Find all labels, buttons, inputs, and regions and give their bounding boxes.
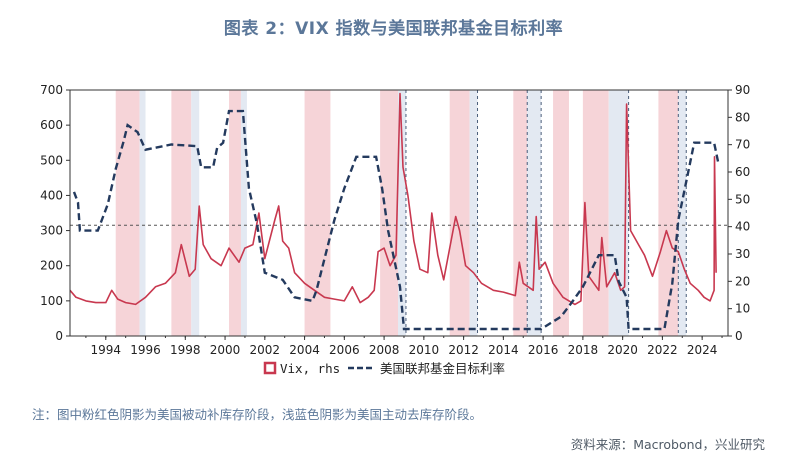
left-tick-label: 600 xyxy=(40,118,63,132)
series-vix-line xyxy=(69,92,717,306)
series-layer xyxy=(69,92,720,331)
pink-shade-5 xyxy=(449,90,470,336)
left-tick-label: 700 xyxy=(40,83,63,97)
x-tick-label: 2024 xyxy=(687,343,718,357)
x-tick-label: 2020 xyxy=(607,343,638,357)
pink-shade-4 xyxy=(380,90,399,336)
x-tick-label: 1996 xyxy=(130,343,161,357)
pink-shade-6 xyxy=(513,90,528,336)
left-tick-label: 200 xyxy=(40,259,63,273)
x-tick-label: 1998 xyxy=(170,343,201,357)
x-tick-label: 2008 xyxy=(369,343,400,357)
x-tick-label: 2004 xyxy=(289,343,320,357)
pink-shade-1 xyxy=(171,90,192,336)
right-tick-label: 60 xyxy=(735,165,750,179)
right-tick-label: 50 xyxy=(735,192,750,206)
x-tick-label: 2006 xyxy=(329,343,360,357)
pink-shade-3 xyxy=(304,90,331,336)
right-tick-label: 0 xyxy=(735,329,743,343)
pink-shade-8 xyxy=(582,90,609,336)
chart-title: 图表 2：VIX 指数与美国联邦基金目标利率 xyxy=(223,19,564,39)
left-tick-label: 500 xyxy=(40,153,63,167)
legend-vix-swatch xyxy=(263,361,277,375)
blue-shade-0 xyxy=(139,90,146,336)
x-tick-label: 2002 xyxy=(250,343,281,357)
x-tick-label: 2018 xyxy=(568,343,599,357)
source-credit: 资料来源：Macrobond，兴业研究 xyxy=(570,437,765,452)
vertical-lines-layer xyxy=(405,90,687,336)
right-tick-label: 90 xyxy=(735,83,750,97)
left-tick-label: 300 xyxy=(40,224,63,238)
footnote: 注：图中粉红色阴影为美国被动补库存阶段，浅蓝色阴影为美国主动去库存阶段。 xyxy=(32,407,483,422)
plot-frame xyxy=(69,89,729,337)
pink-shade-2 xyxy=(229,90,241,336)
right-tick-label: 70 xyxy=(735,138,750,152)
blue-shade-3 xyxy=(398,90,406,336)
blue-shade-1 xyxy=(191,90,200,336)
left-tick-label: 400 xyxy=(40,188,63,202)
blue-shade-4 xyxy=(469,90,478,336)
pink-shade-0 xyxy=(115,90,140,336)
left-tick-label: 0 xyxy=(55,329,63,343)
pink-shade-7 xyxy=(553,90,569,336)
right-tick-label: 30 xyxy=(735,247,750,261)
legend-fed-funds-label: 美国联邦基金目标利率 xyxy=(380,361,505,376)
blue-shade-7 xyxy=(678,90,687,336)
x-tick-label: 2010 xyxy=(409,343,440,357)
shading-layer xyxy=(115,90,687,336)
x-tick-label: 1994 xyxy=(91,343,122,357)
x-tick-label: 2014 xyxy=(488,343,519,357)
x-tick-label: 2000 xyxy=(210,343,241,357)
x-tick-label: 2022 xyxy=(647,343,678,357)
pink-shade-9 xyxy=(658,90,679,336)
blue-shade-5 xyxy=(527,90,542,336)
series-fed-funds-line xyxy=(72,109,720,331)
x-tick-label: 2016 xyxy=(528,343,559,357)
blue-shade-2 xyxy=(240,90,247,336)
axes-layer: 0 100 200 300 400 500 600 700 0 10 20 30 40 50 60 70 80 9… xyxy=(40,83,750,357)
right-tick-label: 80 xyxy=(735,110,750,124)
left-tick-label: 100 xyxy=(40,294,63,308)
right-tick-label: 20 xyxy=(735,274,750,288)
legend: Vix, rhs 美国联邦基金目标利率 xyxy=(263,361,505,376)
x-tick-label: 2012 xyxy=(448,343,479,357)
right-tick-label: 10 xyxy=(735,302,750,316)
right-tick-label: 40 xyxy=(735,220,750,234)
legend-vix-label: Vix, rhs xyxy=(280,361,340,376)
